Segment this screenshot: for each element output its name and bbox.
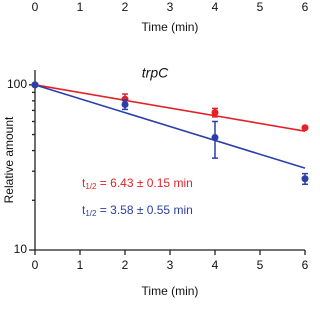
top-x-tick-label: 2: [122, 0, 129, 14]
fit-line: [34, 84, 306, 132]
x-tick-label: 4: [212, 258, 219, 272]
legend-prefix: t: [82, 176, 86, 190]
point: [211, 133, 219, 141]
top-x-tick-label: 4: [212, 0, 219, 14]
x-tick-label: 5: [257, 258, 264, 272]
legend-prefix: t: [82, 203, 86, 217]
y-axis-label: Relative amount: [2, 116, 16, 203]
x-tick-label: 2: [122, 258, 129, 272]
top-x-tick-label: 3: [167, 0, 174, 14]
point: [211, 109, 219, 117]
legend-text: = 3.58 ± 0.55 min: [96, 203, 192, 217]
x-tick-label: 1: [77, 258, 84, 272]
top-x-axis-label: Time (min): [142, 20, 199, 34]
legend-text: = 6.43 ± 0.15 min: [96, 176, 192, 190]
x-tick-label: 0: [32, 258, 39, 272]
point: [31, 81, 39, 89]
y-tick-label: 10: [14, 242, 28, 256]
point: [121, 101, 129, 109]
top-x-tick-label: 5: [257, 0, 264, 14]
legend-sub: 1/2: [85, 209, 97, 218]
chart-title: trpC: [142, 65, 169, 81]
x-axis-label: Time (min): [142, 284, 199, 298]
x-tick-label: 6: [302, 258, 309, 272]
x-tick-label: 3: [167, 258, 174, 272]
point: [301, 175, 309, 183]
legend-sub: 1/2: [85, 182, 97, 191]
top-x-tick-label: 6: [302, 0, 309, 14]
top-x-tick-label: 1: [77, 0, 84, 14]
legend-label: t1/2 = 3.58 ± 0.55 min: [82, 203, 193, 218]
top-x-tick-label: 0: [32, 0, 39, 14]
fit-line: [34, 84, 306, 169]
legend-label: t1/2 = 6.43 ± 0.15 min: [82, 176, 193, 191]
point: [301, 124, 309, 132]
point: [121, 95, 129, 103]
y-tick-label: 100: [7, 77, 27, 91]
